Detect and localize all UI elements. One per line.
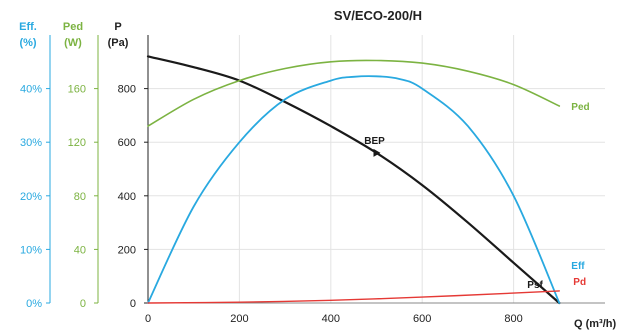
- y-axis-label-p: P: [114, 21, 121, 33]
- series-line-pd: [147, 290, 560, 304]
- y-axis-unit-eff: (%): [19, 37, 36, 49]
- series-label-pd: Pd: [573, 277, 586, 288]
- series-line-psf: [146, 55, 561, 305]
- series-label-eff: Eff: [571, 261, 585, 272]
- annotation-layer: BEP: [364, 136, 385, 157]
- y-tick-label-p: 800: [118, 84, 136, 96]
- y-tick-label-ped: 120: [68, 137, 86, 149]
- y-tick-label-eff: 10%: [20, 244, 42, 256]
- series-line-ped: [147, 59, 561, 127]
- y-tick-label-eff: 20%: [20, 191, 42, 203]
- y-axis-unit-p: (Pa): [108, 37, 129, 49]
- y-tick-label-ped: 160: [68, 84, 86, 96]
- y-axis-eff: 0% 10% 20% 30% 40% Eff. (%): [19, 21, 51, 310]
- x-axis: Q (m³/h) 0 200 400 600 800: [145, 302, 616, 330]
- series-layer: Psf Ped Eff Pd: [146, 55, 590, 305]
- plot-grid: [148, 35, 605, 303]
- y-axis-label-ped: Ped: [63, 21, 83, 33]
- x-tick-label: 600: [413, 313, 431, 325]
- series-label-psf: Psf: [527, 280, 543, 291]
- x-tick-label: 800: [504, 313, 522, 325]
- y-tick-label-eff: 40%: [20, 84, 42, 96]
- series-label-ped: Ped: [571, 102, 589, 113]
- y-axis-p: 0 200 400 600 800 P (Pa): [108, 21, 149, 310]
- bep-marker: [373, 148, 381, 157]
- y-tick-label-ped: 40: [74, 244, 86, 256]
- y-tick-label-eff: 0%: [26, 298, 42, 310]
- y-axis-unit-ped: (W): [64, 37, 82, 49]
- x-tick-label: 200: [230, 313, 248, 325]
- y-axis-label-eff: Eff.: [19, 21, 37, 33]
- x-tick-label: 400: [322, 313, 340, 325]
- y-axes: 0 200 400 600 800 P (Pa) 0 40 80 120 160 Ped (W) 0% 10%…: [19, 21, 149, 310]
- y-tick-label-p: 200: [118, 244, 136, 256]
- y-tick-label-p: 0: [130, 298, 136, 310]
- series-line-eff: [147, 75, 561, 304]
- y-tick-label-ped: 80: [74, 191, 86, 203]
- y-tick-label-ped: 0: [80, 298, 86, 310]
- y-tick-label-eff: 30%: [20, 137, 42, 149]
- y-tick-label-p: 600: [118, 137, 136, 149]
- chart-title: SV/ECO-200/H: [334, 8, 422, 23]
- x-axis-label: Q (m³/h): [574, 318, 616, 330]
- y-axis-ped: 0 40 80 120 160 Ped (W): [63, 21, 99, 310]
- y-tick-label-p: 400: [118, 191, 136, 203]
- annotation-label: BEP: [364, 136, 385, 147]
- x-tick-label: 0: [145, 313, 151, 325]
